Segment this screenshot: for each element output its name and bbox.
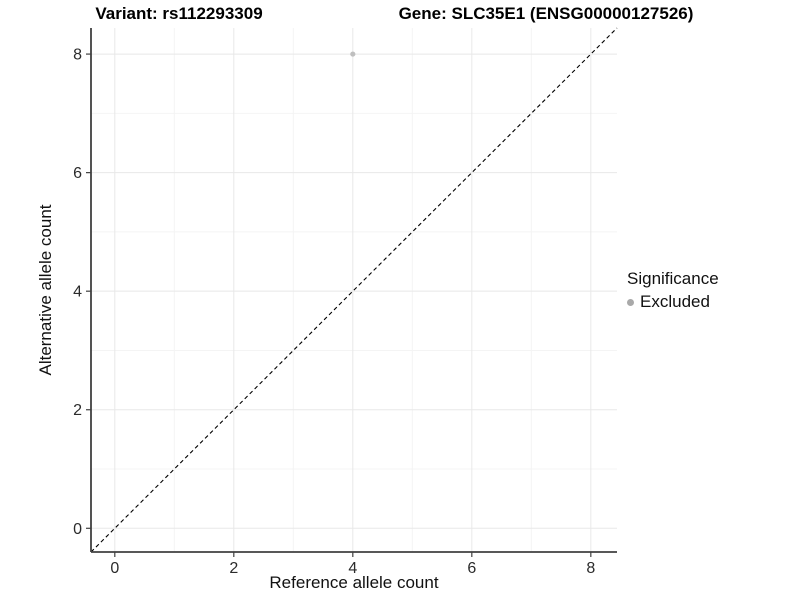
excluded-point-icon: [627, 298, 634, 306]
x-tick-label: 0: [110, 560, 119, 577]
y-tick-label: 4: [73, 284, 82, 301]
gene-title: Gene: SLC35E1 (ENSG00000127526): [398, 4, 694, 23]
legend-title: Significance: [627, 269, 719, 288]
y-tick-label: 6: [73, 165, 82, 182]
legend: Significance Excluded: [627, 269, 719, 312]
y-tick-label: 8: [73, 47, 82, 64]
y-tick-label: 0: [73, 521, 82, 538]
legend-item-excluded: Excluded: [627, 292, 719, 312]
legend-item-label: Excluded: [640, 292, 710, 311]
identity-reference-line: [90, 27, 618, 553]
x-tick-label: 4: [348, 560, 357, 577]
y-tick-label: 2: [73, 402, 82, 419]
variant-title: Variant: rs112293309: [95, 4, 263, 23]
x-tick-label: 8: [586, 560, 595, 577]
x-tick-label: 6: [467, 560, 476, 577]
y-axis-title: Alternative allele count: [36, 204, 55, 376]
data-point: [350, 51, 356, 57]
x-tick-label: 2: [229, 560, 238, 577]
x-axis-title: Reference allele count: [269, 573, 439, 592]
